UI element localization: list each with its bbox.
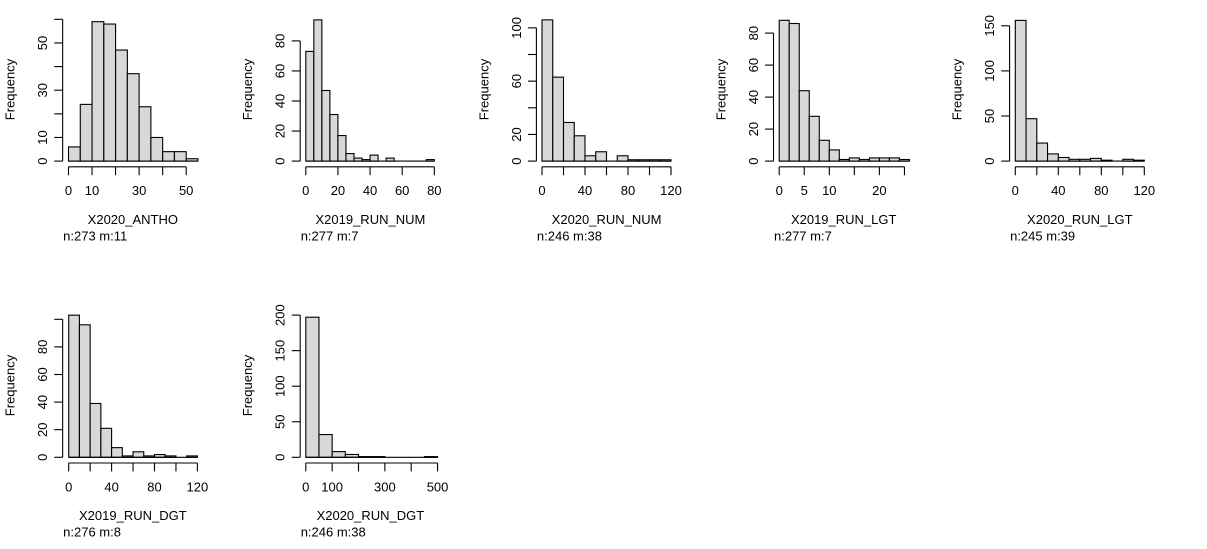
svg-text:X2020_RUN_NUM: X2020_RUN_NUM	[552, 212, 662, 227]
svg-text:n:277 m:7: n:277 m:7	[301, 228, 359, 243]
svg-text:60: 60	[509, 74, 524, 88]
svg-text:Frequency: Frequency	[3, 354, 18, 416]
svg-text:100: 100	[273, 375, 288, 397]
svg-text:20: 20	[273, 124, 288, 138]
svg-text:0: 0	[746, 157, 761, 164]
svg-text:10: 10	[35, 130, 50, 144]
svg-text:40: 40	[363, 183, 377, 198]
svg-text:150: 150	[273, 340, 288, 362]
svg-text:n:246 m:38: n:246 m:38	[301, 525, 366, 540]
svg-text:80: 80	[147, 479, 161, 494]
svg-text:50: 50	[35, 36, 50, 50]
svg-text:500: 500	[427, 479, 449, 494]
svg-text:80: 80	[427, 183, 441, 198]
svg-text:20: 20	[872, 183, 886, 198]
svg-text:200: 200	[273, 304, 288, 326]
svg-text:Frequency: Frequency	[950, 58, 965, 120]
svg-text:0: 0	[65, 183, 72, 198]
svg-text:Frequency: Frequency	[476, 58, 491, 120]
svg-text:X2020_RUN_DGT: X2020_RUN_DGT	[317, 508, 425, 523]
svg-text:80: 80	[621, 183, 635, 198]
svg-text:0: 0	[35, 454, 50, 461]
svg-text:20: 20	[331, 183, 345, 198]
svg-text:40: 40	[578, 183, 592, 198]
svg-text:20: 20	[509, 127, 524, 141]
svg-text:0: 0	[273, 157, 288, 164]
svg-text:0: 0	[509, 157, 524, 164]
svg-text:60: 60	[395, 183, 409, 198]
svg-text:150: 150	[982, 15, 997, 37]
svg-text:10: 10	[85, 183, 99, 198]
svg-text:0: 0	[1012, 183, 1019, 198]
svg-text:n:246 m:38: n:246 m:38	[537, 228, 602, 243]
svg-text:80: 80	[1094, 183, 1108, 198]
svg-text:50: 50	[273, 415, 288, 429]
svg-text:120: 120	[660, 183, 682, 198]
svg-text:5: 5	[801, 183, 808, 198]
svg-text:Frequency: Frequency	[714, 58, 729, 120]
svg-text:60: 60	[746, 58, 761, 72]
svg-text:n:277 m:7: n:277 m:7	[774, 228, 832, 243]
svg-text:100: 100	[509, 17, 524, 39]
svg-text:50: 50	[982, 109, 997, 123]
svg-text:n:276 m:8: n:276 m:8	[63, 525, 121, 540]
svg-text:X2020_ANTHO: X2020_ANTHO	[88, 212, 178, 227]
svg-text:100: 100	[982, 60, 997, 82]
svg-text:40: 40	[273, 94, 288, 108]
svg-text:60: 60	[35, 367, 50, 381]
svg-text:X2020_RUN_LGT: X2020_RUN_LGT	[1027, 212, 1133, 227]
svg-text:0: 0	[302, 479, 309, 494]
svg-text:30: 30	[132, 183, 146, 198]
svg-text:n:245 m:39: n:245 m:39	[1010, 228, 1075, 243]
svg-text:Frequency: Frequency	[3, 58, 18, 120]
svg-text:0: 0	[35, 157, 50, 164]
svg-text:100: 100	[321, 479, 343, 494]
svg-text:n:273 m:11: n:273 m:11	[63, 228, 127, 243]
svg-text:0: 0	[65, 479, 72, 494]
svg-text:X2019_RUN_LGT: X2019_RUN_LGT	[791, 212, 897, 227]
svg-text:40: 40	[104, 479, 118, 494]
svg-text:40: 40	[1051, 183, 1065, 198]
svg-text:40: 40	[35, 395, 50, 409]
svg-text:0: 0	[273, 454, 288, 461]
svg-text:0: 0	[982, 157, 997, 164]
svg-text:120: 120	[1133, 183, 1155, 198]
svg-text:50: 50	[179, 183, 193, 198]
svg-text:80: 80	[273, 34, 288, 48]
svg-text:40: 40	[746, 90, 761, 104]
svg-text:300: 300	[374, 479, 396, 494]
svg-text:0: 0	[776, 183, 783, 198]
svg-text:30: 30	[35, 83, 50, 97]
svg-text:0: 0	[538, 183, 545, 198]
svg-text:80: 80	[746, 26, 761, 40]
svg-text:10: 10	[822, 183, 836, 198]
svg-text:20: 20	[746, 122, 761, 136]
svg-text:Frequency: Frequency	[240, 58, 255, 120]
svg-text:80: 80	[35, 340, 50, 354]
svg-text:Frequency: Frequency	[240, 354, 255, 416]
svg-text:X2019_RUN_NUM: X2019_RUN_NUM	[315, 212, 425, 227]
svg-text:20: 20	[35, 422, 50, 436]
svg-text:60: 60	[273, 64, 288, 78]
svg-text:X2019_RUN_DGT: X2019_RUN_DGT	[79, 508, 187, 523]
svg-text:0: 0	[302, 183, 309, 198]
svg-text:120: 120	[187, 479, 209, 494]
